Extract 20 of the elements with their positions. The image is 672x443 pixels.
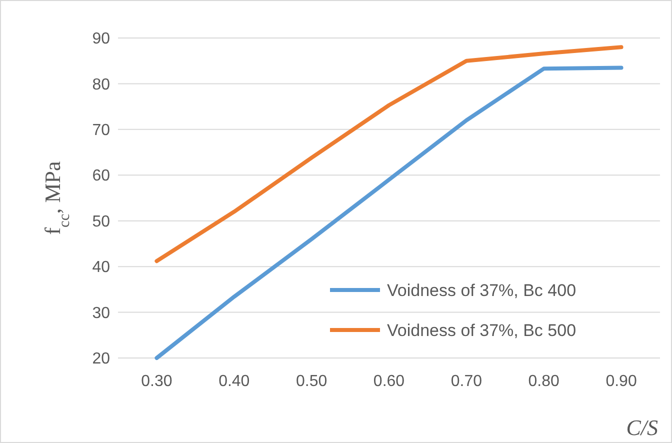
y-tick-label: 70: [92, 122, 110, 140]
line-series: [154, 66, 624, 360]
y-tick-label: 50: [92, 213, 110, 230]
x-tick-label: 0.60: [373, 373, 405, 390]
x-axis-title: C/S: [626, 415, 658, 440]
x-tick-label: 0.50: [296, 373, 328, 390]
y-tick-label: 20: [92, 350, 110, 368]
legend-label: Voidness of 37%, Bc 400: [387, 280, 576, 300]
y-tick-label: 60: [92, 168, 110, 185]
y-tick-label: 90: [92, 30, 110, 48]
x-tick-label: 0.40: [218, 373, 250, 390]
x-tick-label: 0.30: [141, 373, 172, 390]
y-tick-label: 80: [92, 76, 110, 94]
x-tick-label: 0.90: [606, 373, 637, 390]
legend-label: Voidness of 37%, Bc 500: [387, 320, 576, 340]
y-tick-label: 40: [92, 259, 110, 276]
y-tick-label: 30: [92, 304, 110, 322]
line-series: [154, 45, 624, 264]
x-tick-label: 0.70: [450, 373, 482, 390]
x-tick-label: 0.80: [528, 373, 560, 390]
